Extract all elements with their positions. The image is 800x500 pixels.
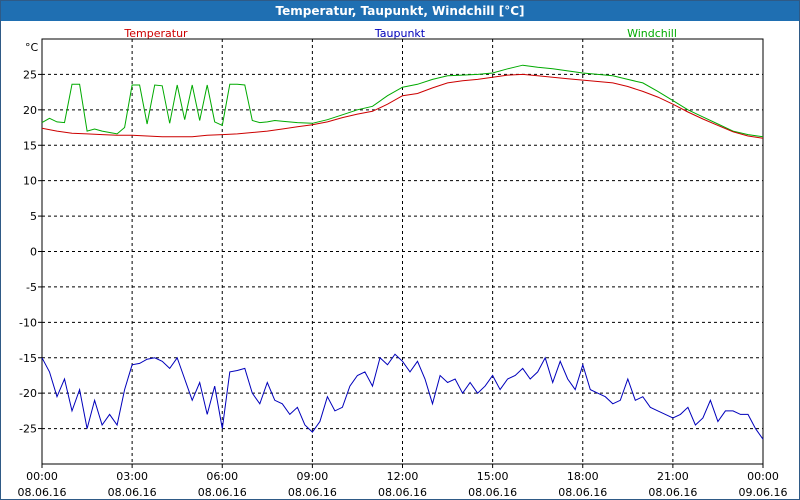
y-tick-label: 5 — [30, 210, 37, 223]
y-tick-label: 25 — [23, 68, 37, 81]
y-tick-label: 0 — [30, 246, 37, 259]
y-tick-label: -5 — [26, 281, 37, 294]
y-tick-label: -20 — [19, 387, 37, 400]
x-tick-time: 00:00 — [747, 470, 779, 483]
x-tick-date: 08.06.16 — [198, 486, 247, 499]
y-tick-label: -10 — [19, 316, 37, 329]
x-tick-time: 03:00 — [116, 470, 148, 483]
x-tick-date: 08.06.16 — [378, 486, 427, 499]
legend-taupunkt: Taupunkt — [374, 27, 426, 40]
y-tick-label: -25 — [19, 423, 37, 436]
y-tick-label: 15 — [23, 139, 37, 152]
x-tick-date: 08.06.16 — [288, 486, 337, 499]
x-tick-time: 12:00 — [387, 470, 419, 483]
series-line-temperatur — [41, 73, 764, 139]
x-tick-time: 06:00 — [206, 470, 238, 483]
y-axis-label: °C — [25, 41, 39, 54]
legend-temperatur: Temperatur — [123, 27, 188, 40]
x-tick-time: 15:00 — [477, 470, 509, 483]
chart-title: Temperatur, Taupunkt, Windchill [°C] — [1, 1, 799, 21]
y-tick-label: 10 — [23, 175, 37, 188]
series-line-taupunkt — [41, 353, 764, 440]
x-tick-time: 09:00 — [297, 470, 329, 483]
x-tick-date: 08.06.16 — [468, 486, 517, 499]
series-line-windchill — [41, 64, 764, 138]
chart-svg: °C Temperatur Taupunkt Windchill 25 20 15 1… — [18, 27, 788, 499]
x-tick-date: 08.06.16 — [108, 486, 157, 499]
x-tick-date: 08.06.16 — [648, 486, 697, 499]
y-tick-label: 20 — [23, 104, 37, 117]
x-tick-date: 09.06.16 — [739, 486, 788, 499]
x-tick-date: 08.06.16 — [18, 486, 67, 499]
x-tick-date: 08.06.16 — [558, 486, 607, 499]
legend-windchill: Windchill — [627, 27, 677, 40]
x-tick-time: 00:00 — [26, 470, 58, 483]
y-tick-label: -15 — [19, 352, 37, 365]
x-tick-time: 18:00 — [567, 470, 599, 483]
x-tick-time: 21:00 — [657, 470, 689, 483]
